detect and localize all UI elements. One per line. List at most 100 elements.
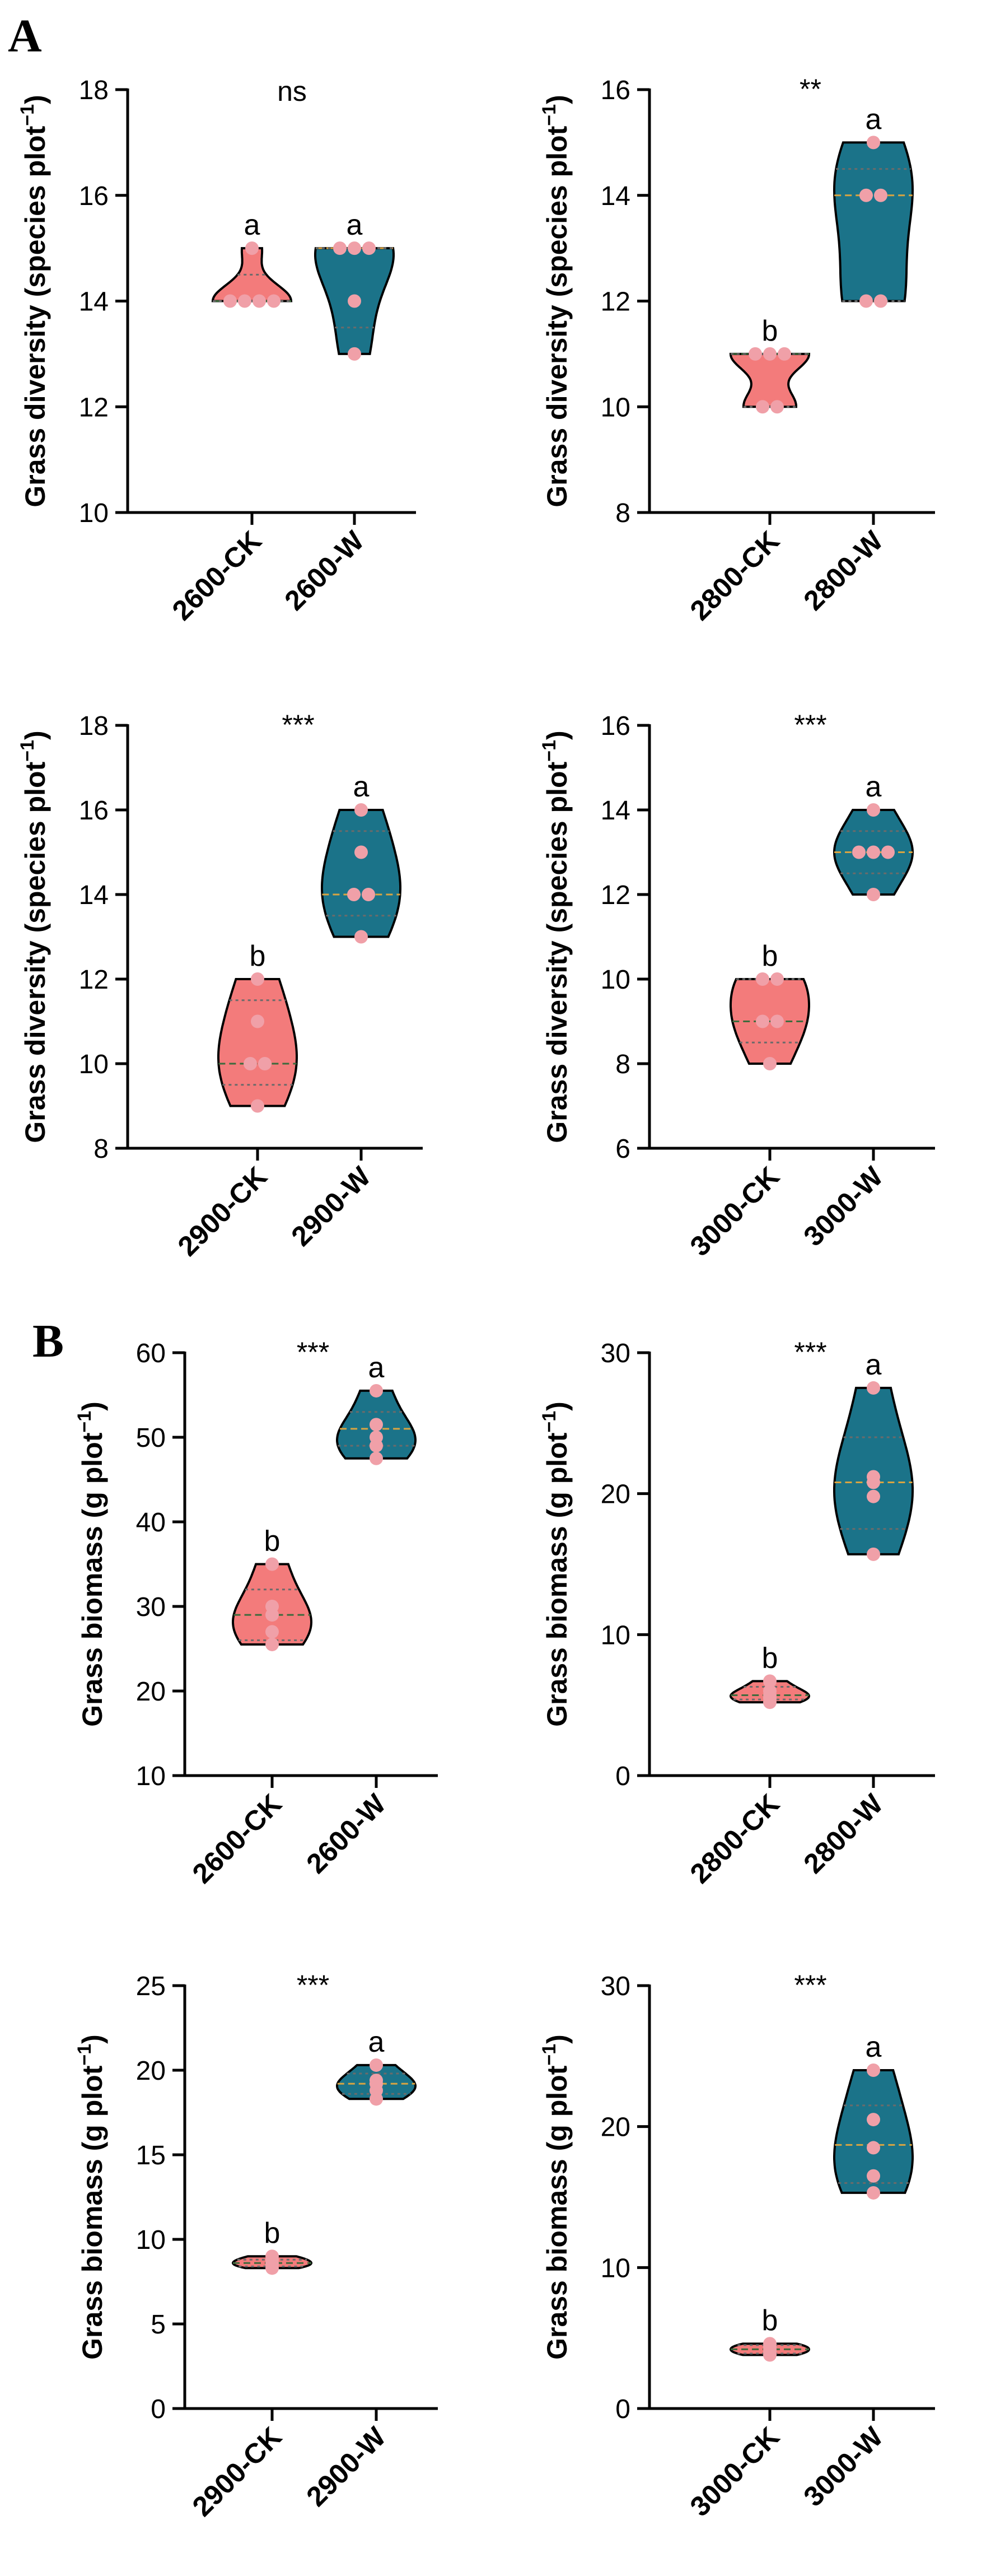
group-letter: a (866, 771, 882, 803)
data-point (265, 1557, 279, 1571)
y-tick-label: 50 (136, 1423, 166, 1453)
significance-label: *** (282, 709, 314, 740)
group-letter: a (368, 2026, 385, 2058)
x-category-label: 2900-W (300, 2421, 392, 2513)
data-point (251, 972, 264, 986)
x-category-label: 2600-CK (186, 1788, 288, 1889)
y-tick-label: 20 (136, 2056, 166, 2086)
data-point (770, 400, 784, 414)
panel-label-a: A (8, 10, 42, 62)
data-point (253, 294, 266, 308)
y-tick-label: 15 (136, 2141, 166, 2170)
data-point (763, 1684, 777, 1698)
x-category-label: 3000-CK (684, 1161, 786, 1262)
x-category-label: 2900-W (285, 1161, 377, 1252)
data-point (348, 241, 361, 255)
y-tick-label: 8 (94, 1134, 109, 1164)
y-axis-label: Grass diversity (species plot−1) (17, 95, 51, 507)
y-tick-label: 12 (601, 881, 630, 910)
y-axis-label: Grass diversity (species plot−1) (17, 730, 51, 1143)
x-category-label: 2600-W (300, 1788, 392, 1880)
violin-2900-CK (217, 978, 298, 1107)
significance-label: ns (277, 76, 307, 107)
data-point (347, 888, 361, 901)
data-point (867, 2063, 880, 2077)
y-tick-label: 14 (79, 881, 109, 910)
y-tick-label: 12 (601, 287, 630, 317)
data-point (251, 1099, 264, 1113)
y-tick-label: 30 (601, 1972, 630, 2001)
data-point (867, 1381, 880, 1395)
y-axis-label: Grass diversity (species plot−1) (539, 95, 573, 507)
y-axis-label: Grass biomass (g plot−1) (74, 2034, 108, 2360)
y-tick-label: 30 (601, 1339, 630, 1368)
x-category-label: 2600-W (278, 525, 370, 617)
data-point (770, 1014, 784, 1028)
data-point (770, 972, 784, 986)
data-point (354, 930, 368, 944)
significance-label: *** (794, 1969, 826, 2001)
data-point (874, 294, 887, 308)
group-letter: a (244, 209, 260, 241)
data-point (874, 188, 887, 202)
violin-2800-W (833, 141, 914, 302)
chart-4: 6 8 10 12 14 16 3000-CK 3000-W Grass diversity (… (539, 709, 935, 1262)
y-tick-label: 10 (136, 1762, 166, 1791)
y-axis-label: Grass biomass (g plot−1) (539, 1401, 573, 1727)
y-tick-label: 10 (601, 965, 630, 995)
y-tick-label: 12 (79, 965, 109, 995)
panel-label-b: B (32, 1315, 64, 1367)
y-tick-label: 0 (615, 1762, 630, 1791)
data-point (265, 2249, 279, 2263)
data-point (763, 347, 777, 361)
data-point (245, 241, 259, 255)
group-letter: b (250, 940, 266, 972)
data-point (756, 1014, 769, 1028)
chart-7: 0 5 10 15 20 25 2900-CK 2900-W Grass biomass (g … (74, 1969, 438, 2522)
data-point (867, 803, 880, 817)
group-letter: a (866, 1349, 882, 1381)
data-point (763, 1674, 777, 1688)
y-tick-label: 10 (136, 2225, 166, 2255)
data-point (756, 400, 769, 414)
x-category-label: 2900-CK (172, 1161, 273, 1262)
data-point (859, 294, 873, 308)
y-axis-label: Grass biomass (g plot−1) (74, 1401, 108, 1727)
data-point (362, 241, 376, 255)
data-point (238, 294, 251, 308)
data-point (244, 1057, 257, 1070)
x-category-label: 3000-W (797, 2421, 889, 2513)
y-tick-label: 20 (601, 2113, 630, 2142)
data-point (267, 294, 281, 308)
y-tick-label: 20 (136, 1677, 166, 1707)
data-point (867, 2113, 880, 2127)
data-point (370, 1418, 383, 1432)
data-point (881, 845, 895, 859)
group-letter: b (762, 315, 778, 347)
y-tick-label: 10 (601, 1620, 630, 1650)
data-point (756, 972, 769, 986)
y-axis-label: Grass biomass (g plot−1) (539, 2034, 573, 2360)
x-category-label: 2800-W (797, 1788, 889, 1880)
data-point (348, 294, 361, 308)
y-tick-label: 16 (79, 181, 109, 211)
group-letter: b (762, 2304, 778, 2337)
significance-label: *** (297, 1969, 329, 2001)
data-point (265, 1637, 279, 1651)
data-point (867, 1547, 880, 1561)
violin-2900-W (321, 809, 401, 938)
y-tick-label: 5 (151, 2310, 166, 2340)
y-tick-label: 0 (615, 2395, 630, 2424)
chart-5: 10 20 30 40 50 60 2600-CK 2600-W Grass biomass (… (74, 1336, 438, 1889)
y-tick-label: 8 (615, 499, 630, 528)
data-point (348, 347, 361, 361)
y-tick-label: 14 (79, 287, 109, 317)
y-tick-label: 10 (601, 2253, 630, 2283)
y-tick-label: 16 (79, 796, 109, 826)
y-tick-label: 6 (615, 1134, 630, 1164)
data-point (258, 1057, 272, 1070)
y-tick-label: 14 (601, 796, 630, 826)
data-point (265, 1600, 279, 1613)
y-tick-label: 40 (136, 1508, 166, 1538)
